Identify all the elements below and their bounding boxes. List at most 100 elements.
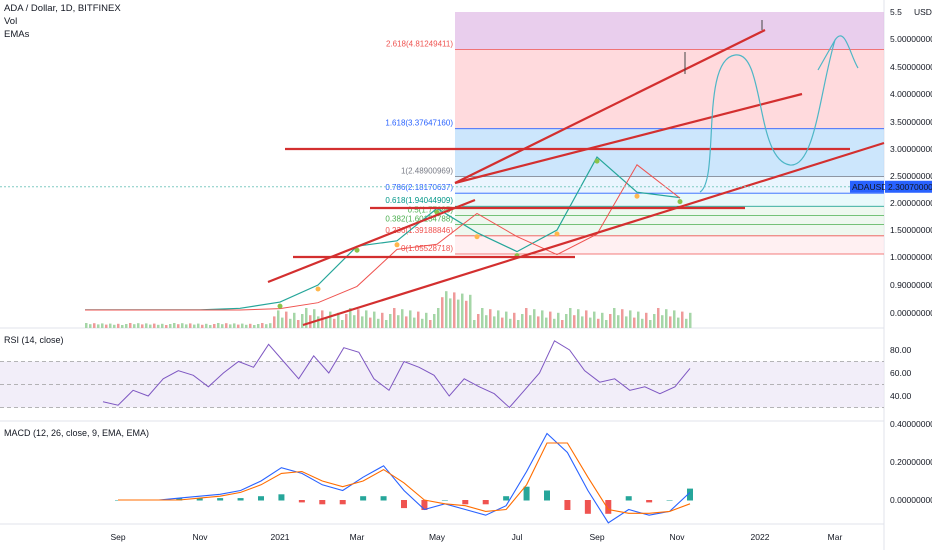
volume-bar	[389, 314, 392, 328]
volume-bar	[101, 323, 104, 328]
volume-bar	[181, 323, 184, 328]
fib-level-label: 2.618(4.81249411)	[386, 40, 453, 49]
volume-bar	[225, 323, 228, 328]
vol-indicator-label[interactable]: Vol	[4, 16, 18, 27]
time-tick-label: Jul	[512, 532, 523, 542]
macd-histogram-bar	[237, 498, 244, 501]
volume-bar	[109, 323, 112, 328]
volume-bar	[349, 308, 352, 328]
chart-title: ADA / Dollar, 1D, BITFINEX	[4, 3, 121, 14]
volume-bar	[105, 324, 108, 328]
volume-bar	[157, 324, 160, 328]
volume-bar	[573, 315, 576, 328]
volume-bar	[537, 316, 540, 328]
volume-bar	[301, 314, 304, 328]
volume-bar	[265, 324, 268, 328]
volume-bar	[133, 324, 136, 328]
volume-bar	[285, 311, 288, 328]
volume-bar	[289, 318, 292, 328]
macd-tick-label: 0.20000000	[890, 457, 932, 467]
volume-bar	[509, 318, 512, 328]
fib-level-label: 0.786(2.18170637)	[385, 183, 453, 192]
volume-bar	[353, 315, 356, 328]
volume-bar	[173, 323, 176, 328]
macd-histogram-bar	[687, 488, 693, 501]
volume-bar	[249, 323, 252, 328]
macd-histogram-bar	[441, 500, 448, 501]
volume-bar	[641, 318, 644, 328]
volume-bar	[481, 308, 484, 328]
fib-level-label: 0.236(1.39188846)	[385, 226, 453, 235]
volume-bar	[413, 317, 416, 328]
fib-level-label: 0.618(1.94044909)	[385, 196, 453, 205]
time-tick-label: Mar	[350, 532, 365, 542]
emas-indicator-label[interactable]: EMAs	[4, 29, 30, 40]
macd-histogram-bar	[401, 500, 407, 509]
volume-bar	[373, 311, 376, 328]
volume-bar	[561, 320, 564, 328]
time-tick-label: 2022	[751, 532, 770, 542]
ema-marker	[277, 303, 283, 309]
volume-bar	[633, 317, 636, 328]
volume-bar	[277, 310, 280, 328]
trendline	[267, 198, 476, 284]
volume-bar	[153, 323, 156, 328]
volume-bar	[209, 325, 212, 328]
volume-bar	[93, 323, 96, 328]
volume-bar	[137, 323, 140, 328]
volume-bar	[645, 312, 648, 328]
volume-bar	[429, 320, 432, 328]
volume-bar	[677, 317, 680, 328]
volume-bar	[125, 324, 128, 328]
volume-bar	[345, 314, 348, 328]
price-tag-value: 2.30070000	[888, 182, 932, 192]
volume-bar	[681, 311, 684, 328]
fib-zone	[455, 176, 884, 194]
rsi-tick-label: 60.00	[890, 368, 912, 378]
volume-bar	[549, 311, 552, 328]
price-tick-label: 4.50000000	[890, 62, 932, 72]
ema-marker	[394, 242, 400, 248]
macd-histogram-bar	[605, 500, 612, 514]
macd-histogram-bar	[421, 500, 428, 510]
macd-histogram-bar	[666, 500, 673, 501]
fib-level-label: 0(1.05528718)	[401, 244, 453, 253]
price-tag-symbol-box	[850, 180, 884, 193]
time-tick-label: Sep	[110, 532, 125, 542]
volume-bar	[517, 320, 520, 328]
price-tick-label: 1.50000000	[890, 225, 932, 235]
volume-bar	[325, 317, 328, 328]
fib-zone	[455, 12, 884, 50]
volume-bar	[293, 312, 296, 328]
rsi-pane-label[interactable]: RSI (14, close)	[4, 335, 64, 345]
time-tick-label: Nov	[192, 532, 208, 542]
fib-level-label: 0.5(1.77095)	[408, 205, 454, 214]
volume-bar	[161, 323, 164, 328]
price-tick-label: 1.00000000	[890, 252, 932, 262]
macd-histogram-bar	[482, 500, 489, 505]
volume-bar	[329, 311, 332, 328]
volume-bar	[457, 299, 460, 328]
volume-bar	[613, 308, 616, 328]
volume-bar	[433, 314, 436, 328]
volume-bar	[449, 298, 452, 328]
volume-bar	[113, 324, 116, 328]
volume-bar	[393, 308, 396, 328]
macd-histogram-bar	[360, 496, 367, 501]
price-tick-label: 3.00000000	[890, 144, 932, 154]
volume-bar	[313, 309, 316, 328]
time-tick-label: Sep	[589, 532, 604, 542]
volume-bar	[129, 323, 132, 328]
volume-bar	[305, 308, 308, 328]
volume-bar	[473, 320, 476, 328]
macd-signal-line	[118, 442, 691, 514]
macd-histogram-bar	[503, 496, 510, 501]
macd-pane-label[interactable]: MACD (12, 26, close, 9, EMA, EMA)	[4, 428, 150, 438]
volume-bar	[565, 314, 568, 328]
volume-bar	[257, 324, 260, 328]
macd-histogram-bar	[217, 498, 224, 501]
ema-marker	[594, 158, 600, 164]
trendline	[302, 141, 885, 327]
volume-bar	[593, 311, 596, 328]
